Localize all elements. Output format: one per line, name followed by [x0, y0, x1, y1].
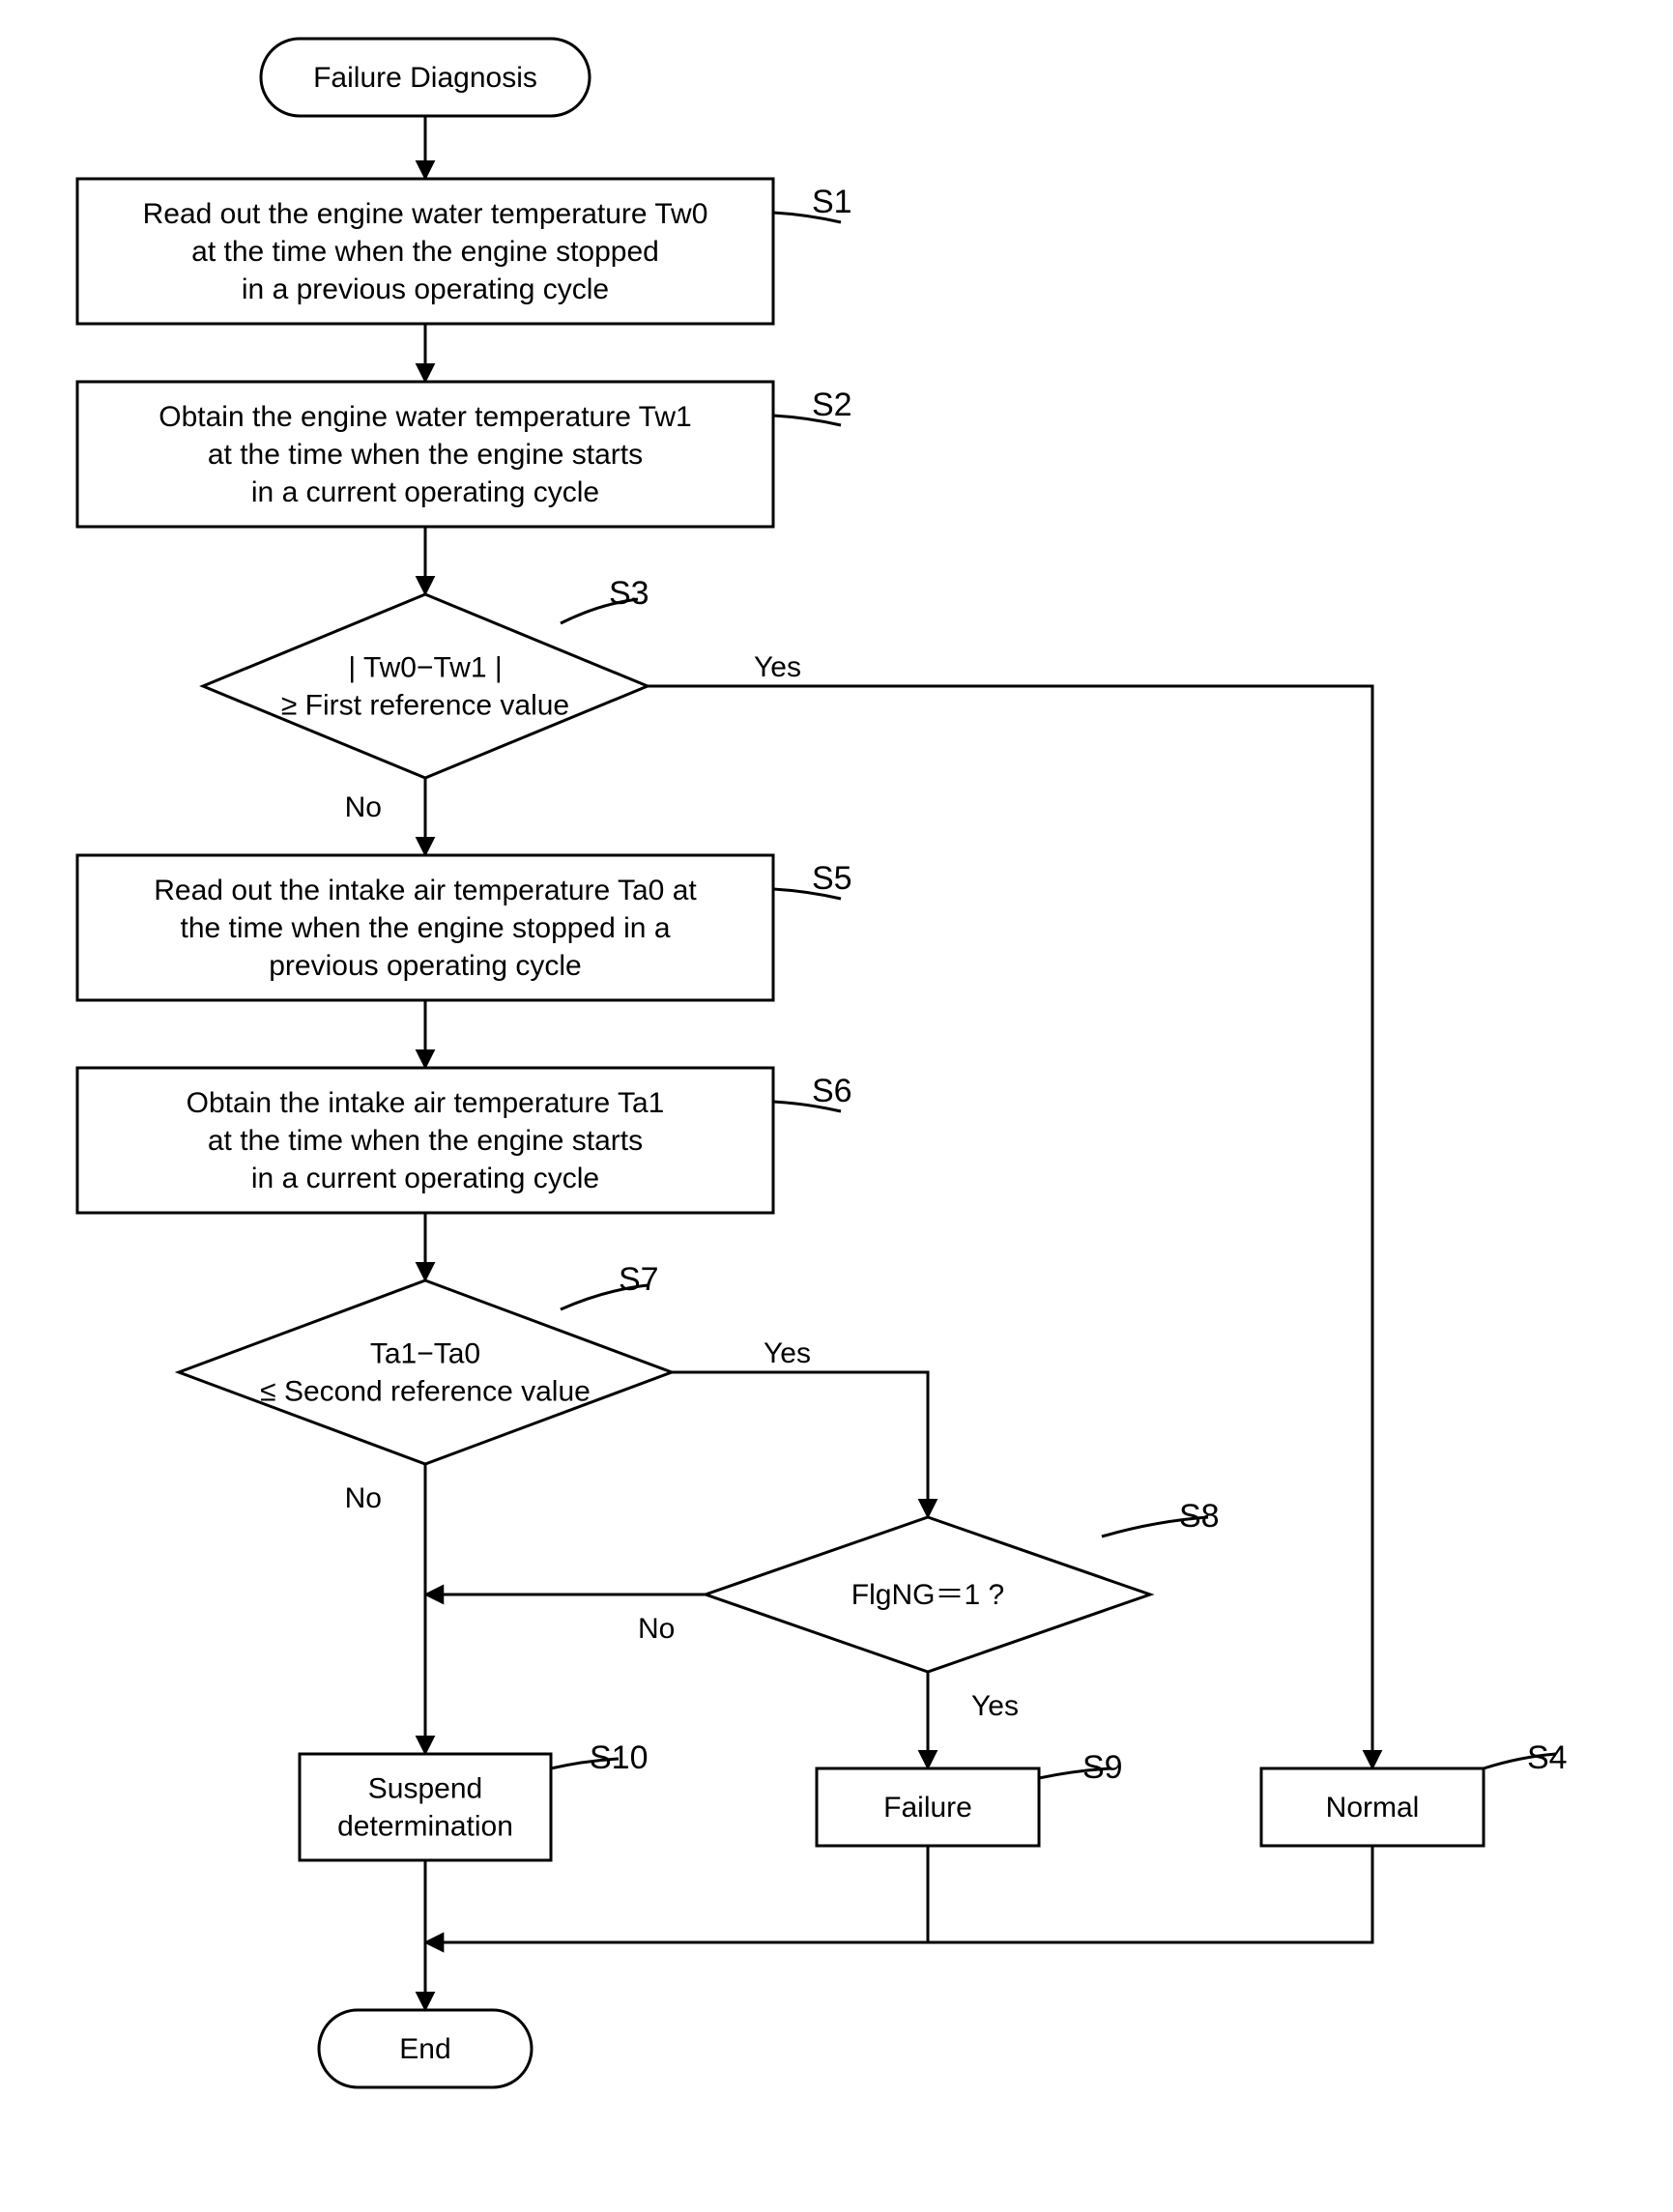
node-text: determination — [337, 1810, 513, 1842]
node-s4: Normal S4 — [1261, 1739, 1568, 1846]
node-s9: Failure S9 — [817, 1749, 1123, 1846]
node-text: Suspend — [368, 1772, 482, 1804]
edge-label: No — [345, 1482, 382, 1514]
decision-shape — [203, 594, 648, 778]
node-text: ≥ First reference value — [281, 689, 569, 721]
node-s8: FlgNG＝1 ? S8 — [706, 1498, 1220, 1672]
node-s2: Obtain the engine water temperature Tw1 a… — [77, 382, 852, 527]
node-text: at the time when the engine stopped — [191, 236, 659, 268]
node-text: in a previous operating cycle — [242, 273, 609, 305]
step-label: S3 — [609, 575, 649, 612]
edge-label: Yes — [971, 1690, 1019, 1722]
flowchart-svg: No Yes No Yes Yes No Failure Diagnosis Read out… — [0, 0, 1673, 2212]
node-text: Read out the intake air temperature Ta0 … — [154, 875, 697, 906]
node-text: FlgNG＝1 ? — [851, 1579, 1004, 1611]
edge-label: Yes — [754, 651, 801, 683]
node-text: Obtain the engine water temperature Tw1 — [159, 401, 691, 433]
step-label: S4 — [1527, 1739, 1568, 1776]
decision-shape — [179, 1280, 672, 1464]
node-text: previous operating cycle — [269, 950, 582, 982]
node-s6: Obtain the intake air temperature Ta1 at … — [77, 1068, 852, 1213]
step-label: S5 — [812, 860, 852, 897]
node-text: Failure — [883, 1792, 972, 1824]
node-text: at the time when the engine starts — [208, 439, 643, 471]
node-s1: Read out the engine water temperature Tw… — [77, 179, 852, 324]
node-s5: Read out the intake air temperature Ta0 … — [77, 855, 852, 1000]
node-s7: Ta1−Ta0 ≤ Second reference value S7 — [179, 1261, 672, 1464]
nodes-layer: Failure Diagnosis Read out the engine wat… — [77, 39, 1568, 2087]
step-label: S10 — [590, 1739, 649, 1776]
edge-label: No — [345, 791, 382, 823]
flow-edge — [672, 1372, 928, 1517]
node-text: Read out the engine water temperature Tw… — [143, 198, 708, 230]
node-text: Obtain the intake air temperature Ta1 — [187, 1087, 665, 1119]
node-start: Failure Diagnosis — [261, 39, 590, 116]
edge-label: No — [638, 1613, 675, 1645]
step-label: S7 — [619, 1261, 659, 1298]
step-label: S1 — [812, 184, 852, 220]
flow-edge — [425, 1846, 1372, 1942]
step-label: S8 — [1179, 1498, 1220, 1535]
node-text: Normal — [1326, 1792, 1420, 1824]
node-text: the time when the engine stopped in a — [180, 912, 670, 944]
node-s10: Suspend determination S10 — [300, 1739, 649, 1860]
step-label: S6 — [812, 1073, 852, 1109]
step-label: S9 — [1082, 1749, 1123, 1786]
node-end: End — [319, 2010, 532, 2087]
step-label: S2 — [812, 387, 852, 423]
node-text: at the time when the engine starts — [208, 1125, 643, 1157]
edge-label: Yes — [764, 1337, 811, 1369]
node-s3: | Tw0−Tw1 | ≥ First reference value S3 — [203, 575, 649, 778]
node-text: End — [399, 2033, 450, 2065]
process-shape — [300, 1754, 551, 1860]
node-text: | Tw0−Tw1 | — [348, 651, 502, 683]
node-text: in a current operating cycle — [251, 476, 599, 508]
node-text: ≤ Second reference value — [260, 1375, 591, 1407]
node-text: in a current operating cycle — [251, 1163, 599, 1194]
node-text: Failure Diagnosis — [313, 62, 537, 94]
flowchart-canvas: No Yes No Yes Yes No Failure Diagnosis Read out… — [0, 0, 1673, 2212]
node-text: Ta1−Ta0 — [370, 1337, 480, 1369]
